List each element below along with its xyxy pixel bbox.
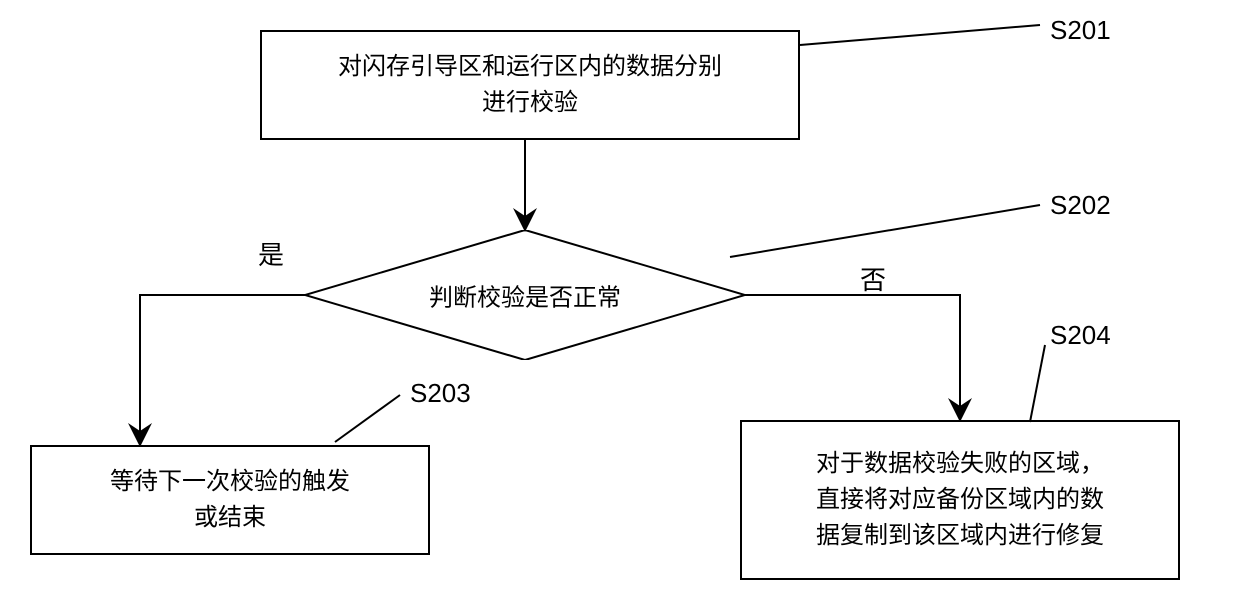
edge-s202-s204 — [745, 295, 960, 418]
flowchart-canvas: 对闪存引导区和运行区内的数据分别 进行校验 判断校验是否正常 等待下一次校验的触… — [0, 0, 1240, 613]
node-s201-text: 对闪存引导区和运行区内的数据分别 进行校验 — [338, 49, 722, 121]
node-s204-text: 对于数据校验失败的区域， 直接将对应备份区域内的数 据复制到该区域内进行修复 — [816, 446, 1104, 554]
node-s204: 对于数据校验失败的区域， 直接将对应备份区域内的数 据复制到该区域内进行修复 — [740, 420, 1180, 580]
leader-s202 — [730, 205, 1040, 257]
leader-s201 — [800, 25, 1040, 45]
step-label-s203: S203 — [410, 378, 471, 409]
step-label-s201: S201 — [1050, 15, 1111, 46]
edge-s202-s203 — [140, 295, 305, 443]
node-s204-line2: 直接将对应备份区域内的数 — [816, 486, 1104, 513]
node-s201-line1: 对闪存引导区和运行区内的数据分别 — [338, 53, 722, 80]
node-s204-line3: 据复制到该区域内进行修复 — [816, 522, 1104, 549]
node-s203-text: 等待下一次校验的触发 或结束 — [110, 464, 350, 536]
node-s203-line1: 等待下一次校验的触发 — [110, 468, 350, 495]
no-label: 否 — [860, 260, 886, 297]
yes-label: 是 — [258, 235, 284, 272]
step-label-s202: S202 — [1050, 190, 1111, 221]
step-label-s204: S204 — [1050, 320, 1111, 351]
node-s201: 对闪存引导区和运行区内的数据分别 进行校验 — [260, 30, 800, 140]
leader-s204 — [1030, 345, 1045, 422]
node-s203-line2: 或结束 — [194, 504, 266, 531]
node-s204-line1: 对于数据校验失败的区域， — [816, 450, 1104, 477]
node-s201-line2: 进行校验 — [482, 89, 578, 116]
node-s203: 等待下一次校验的触发 或结束 — [30, 445, 430, 555]
leader-s203 — [335, 395, 400, 442]
node-s202-text: 判断校验是否正常 — [429, 278, 621, 313]
node-s202: 判断校验是否正常 — [305, 230, 745, 360]
